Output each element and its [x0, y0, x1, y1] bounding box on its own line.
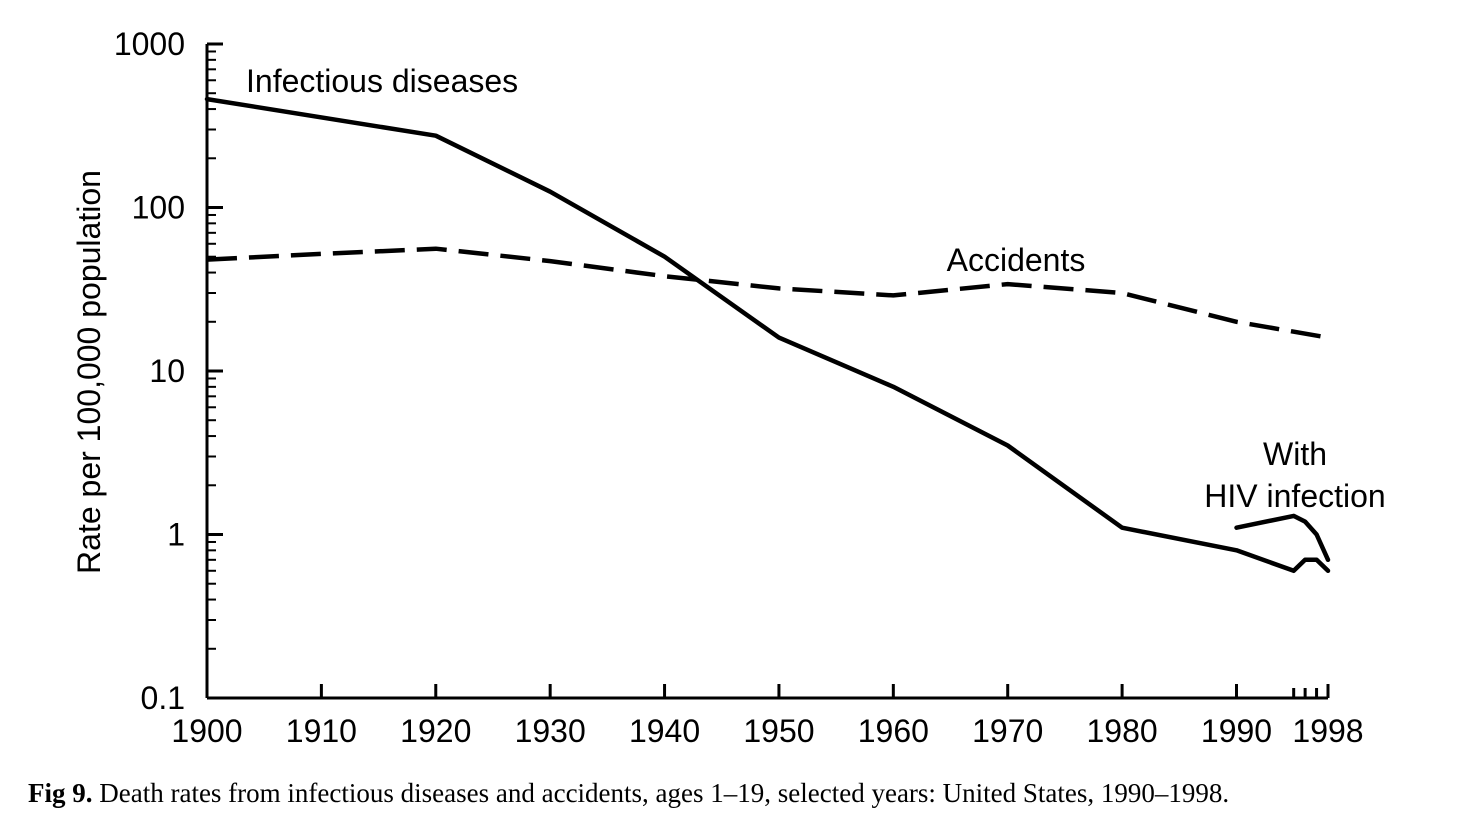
series-label-line: HIV infection: [1204, 478, 1385, 514]
x-tick-label: 1990: [1201, 713, 1272, 749]
x-tick-label: 1970: [972, 713, 1043, 749]
caption-text: Death rates from infectious diseases and…: [99, 778, 1230, 808]
chart-series: [204, 96, 1331, 574]
series-label-line: With: [1263, 436, 1327, 472]
y-tick-label: 1: [167, 517, 185, 553]
y-tick-label: 100: [132, 190, 185, 226]
series-label-infectious-diseases: Infectious diseases: [246, 63, 518, 99]
x-tick-label: 1920: [400, 713, 471, 749]
y-tick-label: 10: [149, 353, 185, 389]
series-line-infectious-diseases: [204, 96, 1331, 574]
x-tick-label: 1910: [286, 713, 357, 749]
x-tick-label: 1930: [515, 713, 586, 749]
x-tick-label: 1998: [1292, 713, 1363, 749]
y-axis-title: Rate per 100,000 population: [71, 170, 107, 574]
series-line-with-hiv-infection: [1234, 513, 1331, 563]
series-label-with-hiv-infection: With HIV infection: [1204, 436, 1385, 514]
chart-series-labels: Infectious diseases Accidents With HIV infe…: [246, 63, 1386, 514]
x-tick-label: 1900: [171, 713, 242, 749]
x-tick-label: 1980: [1087, 713, 1158, 749]
y-tick-label: 0.1: [141, 680, 185, 716]
x-tick-label: 1960: [858, 713, 929, 749]
series-line-accidents: [206, 246, 1329, 340]
series-label-accidents: Accidents: [947, 242, 1086, 278]
x-tick-label: 1950: [743, 713, 814, 749]
y-tick-label: 1000: [114, 26, 185, 62]
figure-caption: Fig 9. Death rates from infectious disea…: [28, 778, 1448, 809]
x-tick-label: 1940: [629, 713, 700, 749]
caption-label: Fig 9.: [28, 778, 93, 808]
